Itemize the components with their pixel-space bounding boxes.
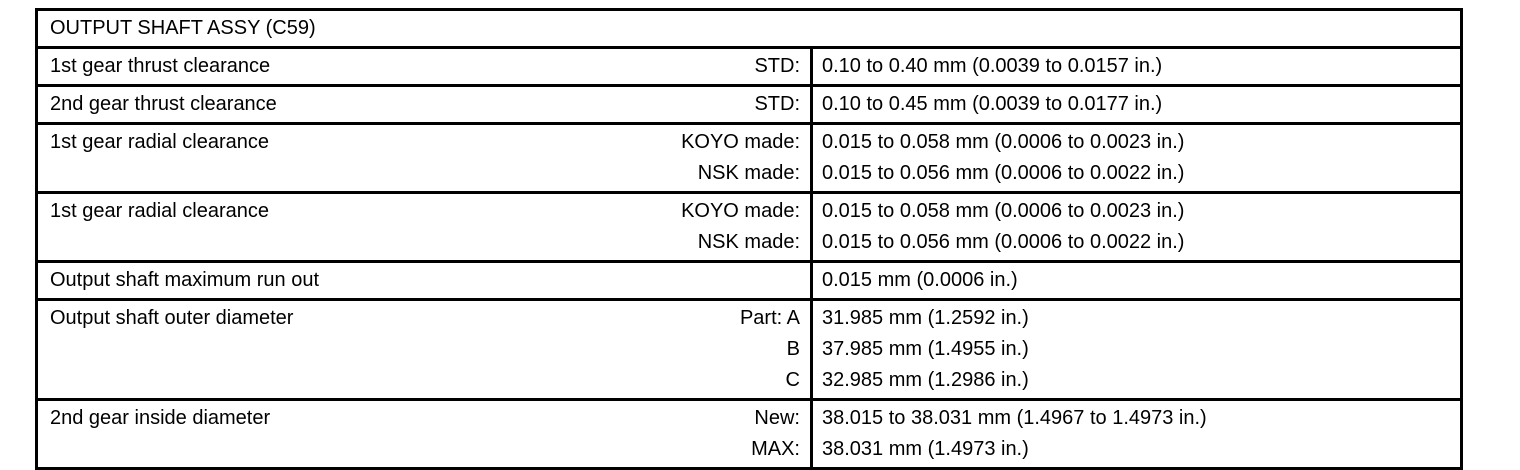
value-cell: 31.985 mm (1.2592 in.) 37.985 mm (1.4955…: [810, 301, 1460, 398]
condition-label: B: [786, 338, 800, 360]
condition-label: KOYO made:: [681, 131, 800, 153]
spec-value: 0.015 mm (0.0006 in.): [822, 269, 1018, 291]
condition-label: KOYO made:: [681, 200, 800, 222]
spec-value: 38.015 to 38.031 mm (1.4967 to 1.4973 in…: [822, 407, 1207, 429]
spec-value: 32.985 mm (1.2986 in.): [822, 369, 1029, 391]
condition-labels: Part: A B C: [740, 303, 800, 396]
item-label: 1st gear radial clearance: [50, 131, 270, 153]
condition-label: NSK made:: [697, 162, 800, 184]
table-row: 1st gear radial clearance KOYO made: NSK…: [38, 125, 1460, 194]
spec-value: 0.015 to 0.056 mm (0.0006 to 0.0022 in.): [822, 231, 1185, 253]
item-label: 1st gear thrust clearance: [50, 55, 271, 77]
condition-labels: KOYO made: NSK made:: [681, 127, 800, 189]
spec-value: 0.10 to 0.45 mm (0.0039 to 0.0177 in.): [822, 93, 1163, 115]
table-row: 1st gear thrust clearance STD: 0.10 to 0…: [38, 49, 1460, 87]
spec-value: 0.10 to 0.40 mm (0.0039 to 0.0157 in.): [822, 55, 1163, 77]
item-label: 1st gear radial clearance: [50, 200, 270, 222]
item-cell: 2nd gear thrust clearance STD:: [38, 87, 810, 122]
item-cell: 1st gear radial clearance KOYO made: NSK…: [38, 125, 810, 191]
item-cell: Output shaft maximum run out: [38, 263, 810, 298]
condition-labels: STD:: [754, 89, 800, 120]
value-cell: 38.015 to 38.031 mm (1.4967 to 1.4973 in…: [810, 401, 1460, 467]
spec-value: 0.015 to 0.058 mm (0.0006 to 0.0023 in.): [822, 200, 1185, 222]
item-cell: 1st gear thrust clearance STD:: [38, 49, 810, 84]
item-cell: Output shaft outer diameter Part: A B C: [38, 301, 810, 398]
item-label: 2nd gear thrust clearance: [50, 93, 277, 115]
spec-value: 0.015 to 0.056 mm (0.0006 to 0.0022 in.): [822, 162, 1185, 184]
value-cell: 0.015 to 0.058 mm (0.0006 to 0.0023 in.)…: [810, 194, 1460, 260]
item-cell: 2nd gear inside diameter New: MAX:: [38, 401, 810, 467]
item-cell: 1st gear radial clearance KOYO made: NSK…: [38, 194, 810, 260]
spec-value: 37.985 mm (1.4955 in.): [822, 338, 1029, 360]
table-title: OUTPUT SHAFT ASSY (C59): [50, 17, 316, 39]
condition-labels: KOYO made: NSK made:: [681, 196, 800, 258]
condition-label: STD:: [754, 93, 800, 115]
table-header: OUTPUT SHAFT ASSY (C59): [38, 11, 1460, 49]
spec-value: 31.985 mm (1.2592 in.): [822, 307, 1029, 329]
condition-label: NSK made:: [697, 231, 800, 253]
condition-label: MAX:: [751, 438, 800, 460]
value-cell: 0.015 to 0.058 mm (0.0006 to 0.0023 in.)…: [810, 125, 1460, 191]
table-row: Output shaft outer diameter Part: A B C …: [38, 301, 1460, 401]
condition-label: New:: [754, 407, 800, 429]
value-cell: 0.015 mm (0.0006 in.): [810, 263, 1460, 298]
condition-label: C: [785, 369, 800, 391]
item-label: Output shaft outer diameter: [50, 307, 294, 329]
table-row: Output shaft maximum run out 0.015 mm (0…: [38, 263, 1460, 301]
condition-labels: New: MAX:: [751, 403, 800, 465]
condition-labels: STD:: [754, 51, 800, 82]
spec-value: 0.015 to 0.058 mm (0.0006 to 0.0023 in.): [822, 131, 1185, 153]
condition-label: Part: A: [739, 307, 800, 329]
spec-value: 38.031 mm (1.4973 in.): [822, 438, 1029, 460]
item-label: Output shaft maximum run out: [50, 269, 320, 291]
spec-table: OUTPUT SHAFT ASSY (C59) 1st gear thrust …: [35, 8, 1463, 470]
value-cell: 0.10 to 0.40 mm (0.0039 to 0.0157 in.): [810, 49, 1460, 84]
table-row: 1st gear radial clearance KOYO made: NSK…: [38, 194, 1460, 263]
value-cell: 0.10 to 0.45 mm (0.0039 to 0.0177 in.): [810, 87, 1460, 122]
table-row: 2nd gear thrust clearance STD: 0.10 to 0…: [38, 87, 1460, 125]
item-label: 2nd gear inside diameter: [50, 407, 271, 429]
condition-label: STD:: [754, 55, 800, 77]
table-row: 2nd gear inside diameter New: MAX: 38.01…: [38, 401, 1460, 467]
